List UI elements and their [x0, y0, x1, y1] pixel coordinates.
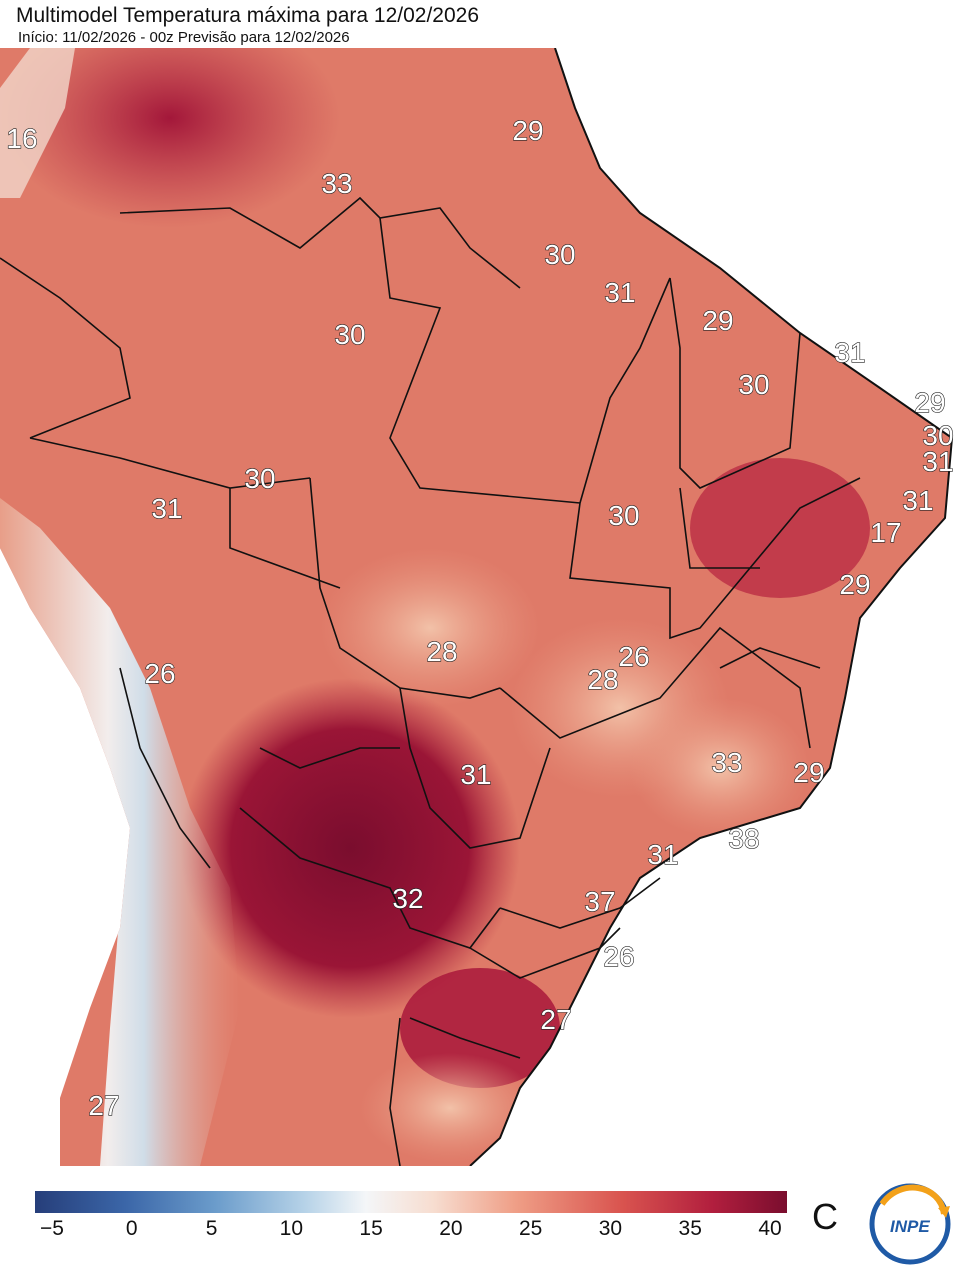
map-label: 38: [728, 823, 759, 854]
map-label: 30: [334, 319, 365, 350]
map-label: 26: [144, 658, 175, 689]
map-label: 32: [392, 883, 423, 914]
map-label: 28: [587, 664, 618, 695]
map-label: 30: [608, 500, 639, 531]
map-label: 16: [6, 123, 37, 154]
colorbar-tick-label: 25: [518, 1217, 543, 1240]
map-label: 31: [460, 759, 491, 790]
map-label: 30: [244, 463, 275, 494]
map-label: 27: [540, 1004, 571, 1035]
map-label: 26: [618, 641, 649, 672]
colorbar-tick-label: 40: [758, 1217, 782, 1240]
map-label: 29: [914, 387, 945, 418]
map-label: 30: [922, 420, 953, 451]
colorbar-tick-label: 5: [205, 1217, 218, 1240]
inpe-logo-icon: INPE: [869, 1183, 951, 1265]
map-label: 29: [702, 305, 733, 336]
colorbar-unit: C: [812, 1196, 838, 1237]
map-label: 31: [902, 485, 933, 516]
map-label: 29: [512, 115, 543, 146]
map-label: 30: [544, 239, 575, 270]
map-label: 31: [604, 277, 635, 308]
map-label: 28: [426, 636, 457, 667]
temperature-map: 16 33 29 30 31 29 30 31 29 30 30 31 30 3…: [0, 48, 955, 1166]
colorbar-tick-label: 35: [678, 1217, 702, 1240]
map-label: 31: [922, 446, 953, 477]
map-subtitle: Início: 11/02/2026 - 00z Previsão para 1…: [18, 29, 350, 46]
logo-text: INPE: [890, 1217, 930, 1236]
map-label: 31: [834, 337, 865, 368]
colorbar-tick-label: 20: [439, 1217, 463, 1240]
colorbar-tick-label: 10: [279, 1217, 304, 1240]
colorbar-tick-label: 15: [359, 1217, 383, 1240]
map-label: 26: [603, 941, 634, 972]
map-label: 31: [151, 493, 182, 524]
map-label: 37: [584, 886, 615, 917]
colorbar-tick-label: 30: [598, 1217, 623, 1240]
colorbar: [35, 1191, 787, 1213]
map-title: Multimodel Temperatura máxima para 12/02…: [16, 4, 480, 27]
map-label: 31: [647, 839, 678, 870]
map-label: 29: [839, 569, 870, 600]
map-label: 29: [793, 757, 824, 788]
map-label: 33: [711, 747, 742, 778]
colorbar-tick-label: −5: [40, 1217, 64, 1240]
map-label: 30: [738, 369, 769, 400]
map-label: 33: [321, 168, 352, 199]
colorbar-tick-label: 0: [125, 1217, 138, 1240]
map-label: 17: [870, 517, 901, 548]
map-label: 27: [88, 1090, 119, 1121]
